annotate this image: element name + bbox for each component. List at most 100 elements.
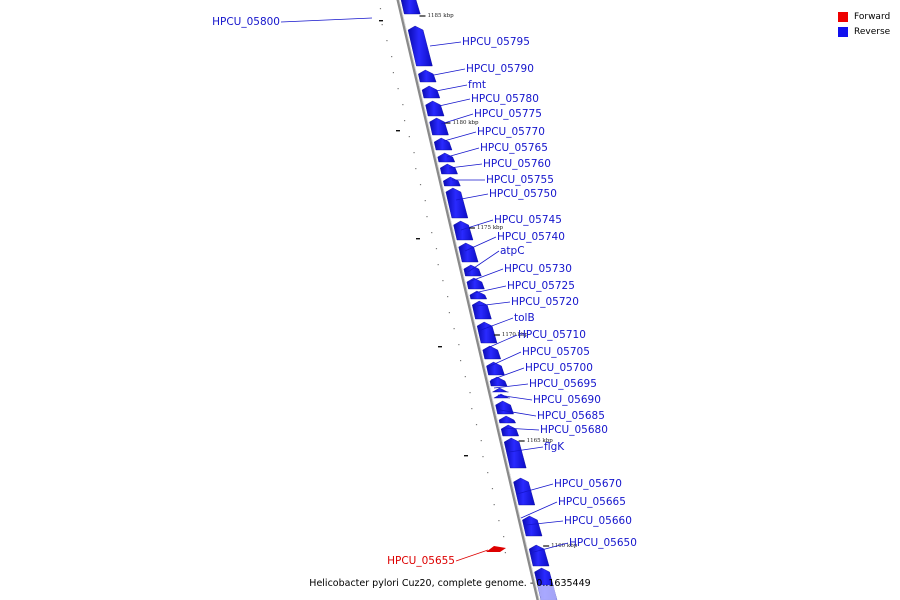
gene-label[interactable]: HPCU_05720: [511, 296, 579, 308]
leader-line: [490, 367, 525, 381]
reverse-gene-block: [407, 25, 433, 67]
reverse-gene-block: [425, 100, 445, 117]
trace-dot: [503, 536, 505, 538]
reverse-gene-block: [429, 117, 449, 136]
gene-label[interactable]: HPCU_05800: [212, 16, 280, 28]
trace-dot: [475, 424, 478, 426]
gene-label[interactable]: HPCU_05650: [569, 537, 637, 549]
leader-line: [487, 351, 522, 368]
trace-dot: [437, 264, 439, 266]
tick-label: 1165 kbp: [527, 438, 554, 444]
trace-dot: [487, 472, 489, 474]
trace-dot: [431, 232, 433, 234]
trace-mark: [396, 130, 400, 132]
gene-label[interactable]: HPCU_05690: [533, 394, 601, 406]
gene-label[interactable]: HPCU_05745: [494, 214, 562, 226]
tick-label: 1170 kbp: [502, 332, 529, 338]
gene-label[interactable]: tolB: [514, 312, 535, 324]
reverse-gene-block: [463, 264, 482, 277]
gene-label[interactable]: HPCU_05685: [537, 410, 605, 422]
leader-line: [464, 236, 497, 252]
reverse-gene-block: [453, 220, 474, 241]
forward-gene-block: [486, 546, 506, 552]
trace-dot: [453, 328, 455, 330]
trace-dot: [504, 552, 506, 554]
trace-dot: [491, 488, 494, 490]
reverse-gene-block: [445, 187, 469, 219]
reverse-swatch-icon: [838, 26, 848, 37]
gene-label[interactable]: HPCU_05700: [525, 362, 593, 374]
gene-label[interactable]: HPCU_05730: [504, 263, 572, 275]
trace-dot: [458, 344, 460, 346]
reverse-gene-block: [513, 477, 536, 506]
leader-line: [516, 483, 554, 495]
backbone: [396, 0, 540, 600]
reverse-gene-block: [493, 393, 510, 399]
scale-ticks: 1185 kbp 1180 kbp 1175 kbp 1170 kbp 1165 kbp…: [419, 13, 578, 549]
leader-line: [435, 84, 468, 92]
gene-label[interactable]: HPCU_05770: [477, 126, 545, 138]
leader-line: [446, 147, 480, 158]
gene-label[interactable]: HPCU_05680: [540, 424, 608, 436]
gene-label[interactable]: flgK: [544, 441, 565, 453]
leader-line: [467, 250, 500, 273]
trace-mark: [464, 455, 468, 457]
reverse-gene-block: [443, 176, 461, 187]
trace-dot: [424, 200, 426, 202]
gene-label[interactable]: HPCU_05790: [466, 63, 534, 75]
leader-line: [443, 131, 477, 142]
tick-label: 1160 kbp: [551, 543, 578, 549]
reverse-gene-block: [500, 424, 520, 437]
gene-label[interactable]: HPCU_05710: [518, 329, 586, 341]
leader-line: [280, 17, 373, 23]
reverse-gene-block: [400, 0, 421, 15]
gene-label[interactable]: HPCU_05765: [480, 142, 548, 154]
leader-line: [473, 285, 507, 294]
trace-dot: [442, 280, 444, 282]
trace-dot: [480, 440, 482, 442]
gene-label[interactable]: atpC: [500, 245, 525, 257]
reverse-gene-block: [495, 400, 514, 415]
gene-label[interactable]: HPCU_05795: [462, 36, 530, 48]
trace-dot: [482, 456, 484, 458]
trace-mark: [438, 346, 442, 348]
trace-dot: [459, 360, 462, 362]
gene-label[interactable]: HPCU_05705: [522, 346, 590, 358]
tick-label: 1175 kbp: [477, 225, 504, 231]
trace-dot: [413, 152, 415, 154]
reverse-gene-block: [471, 300, 492, 320]
gene-label[interactable]: fmt: [468, 79, 486, 91]
trace-dot: [498, 520, 500, 522]
legend: Forward Reverse: [838, 9, 890, 39]
trace-dot: [448, 312, 450, 314]
trace-dot: [403, 120, 406, 122]
leader-line: [460, 219, 494, 231]
leader-line: [448, 163, 483, 169]
gene-label[interactable]: HPCU_05780: [471, 93, 539, 105]
legend-item-reverse[interactable]: Reverse: [838, 24, 890, 39]
trace-dot: [426, 216, 428, 218]
gene-label[interactable]: HPCU_05695: [529, 378, 597, 390]
trace-dot: [402, 104, 404, 106]
gene-label[interactable]: HPCU_05755: [486, 174, 554, 186]
reverse-gene-block: [482, 345, 502, 360]
gene-label[interactable]: HPCU_05750: [489, 188, 557, 200]
leader-line: [429, 41, 462, 47]
leader-line: [455, 193, 489, 201]
gene-label[interactable]: HPCU_05775: [474, 108, 542, 120]
trace-dot: [435, 248, 438, 250]
gene-label[interactable]: HPCU_05670: [554, 478, 622, 490]
gene-label[interactable]: HPCU_05665: [558, 496, 626, 508]
gene-label[interactable]: HPCU_05655: [387, 555, 455, 567]
gene-label[interactable]: HPCU_05760: [483, 158, 551, 170]
gene-label[interactable]: HPCU_05725: [507, 280, 575, 292]
gene-label[interactable]: HPCU_05740: [497, 231, 565, 243]
trace-dot: [469, 392, 471, 394]
legend-label-reverse: Reverse: [854, 26, 891, 37]
legend-item-forward[interactable]: Forward: [838, 9, 890, 24]
leader-line: [484, 334, 518, 350]
trace-dot: [471, 408, 473, 410]
gene-label[interactable]: HPCU_05660: [564, 515, 632, 527]
trace-dot: [392, 72, 394, 74]
